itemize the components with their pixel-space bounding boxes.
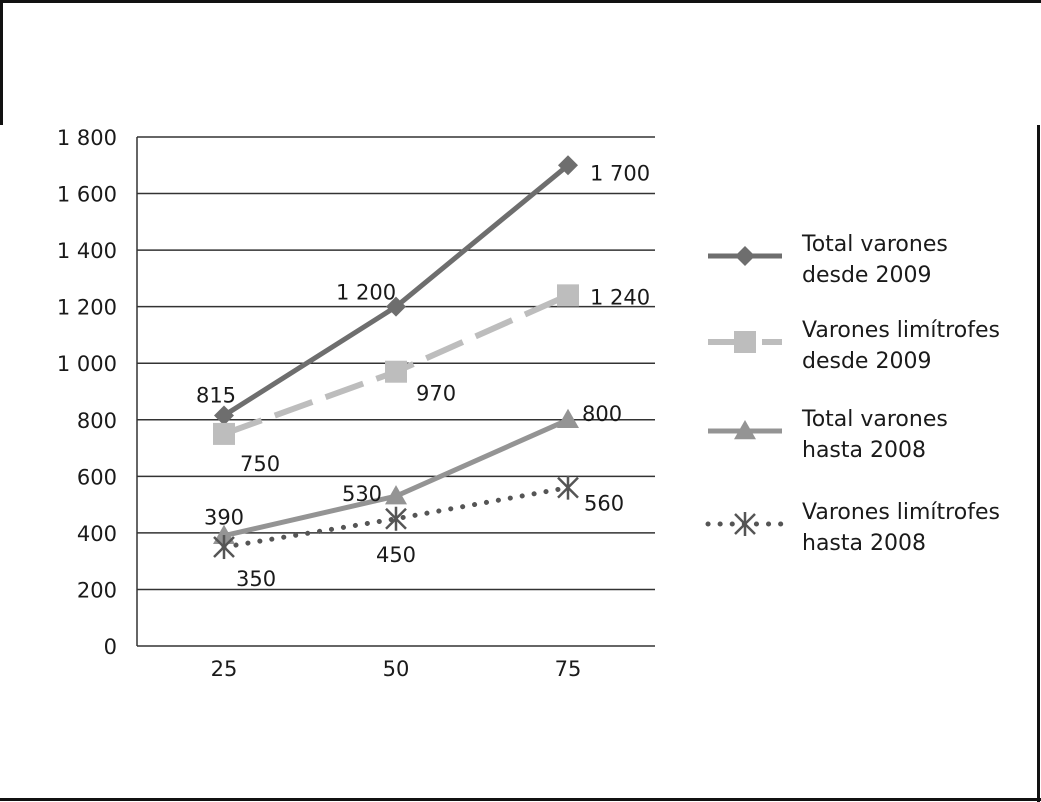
diamond-marker	[735, 246, 755, 266]
series-markers	[213, 155, 579, 560]
data-label: 390	[204, 506, 244, 530]
data-label: 560	[584, 492, 624, 516]
square-marker	[557, 284, 579, 307]
legend-entry-text: Total varones	[801, 232, 948, 257]
diamond-marker	[558, 155, 578, 176]
x-tick-label: 75	[555, 657, 582, 681]
data-labels: 815 1 200 1 700 750 970 1 240 390 530 800 350 450 5…	[196, 161, 650, 591]
legend-entry-text: desde 2009	[802, 263, 931, 288]
legend-entry-text: desde 2009	[802, 349, 931, 374]
legend-entry-text: Varones limítrofes	[802, 318, 1000, 343]
y-tick-label: 0	[104, 635, 117, 659]
square-marker	[734, 331, 756, 353]
triangle-marker	[734, 420, 756, 440]
diamond-marker	[386, 296, 406, 317]
legend-entry-text: Total varones	[801, 407, 948, 432]
square-marker	[385, 360, 407, 383]
data-label: 1 200	[336, 281, 396, 305]
data-label: 1 240	[590, 285, 650, 309]
data-label: 450	[376, 543, 416, 567]
data-label: 750	[240, 452, 280, 476]
data-label: 970	[416, 382, 456, 406]
square-marker	[213, 422, 235, 445]
y-tick-label: 600	[77, 465, 117, 489]
axes	[136, 137, 655, 647]
y-tick-label: 200	[77, 578, 117, 602]
triangle-marker	[557, 408, 579, 429]
y-tick-label: 1 800	[57, 126, 117, 150]
triangle-marker	[213, 524, 235, 544]
star-marker	[557, 475, 579, 500]
y-tick-label: 1 400	[57, 239, 117, 263]
star-marker	[385, 506, 407, 531]
y-tick-label: 1 600	[57, 183, 117, 207]
y-tick-label: 800	[77, 409, 117, 433]
star-marker	[213, 535, 235, 560]
triangle-marker	[385, 485, 407, 505]
legend-entry-text: hasta 2008	[802, 531, 926, 556]
series-line	[221, 485, 571, 550]
legend-entry-text: hasta 2008	[802, 438, 926, 463]
x-tick-label: 50	[383, 657, 410, 681]
data-label: 1 700	[590, 161, 650, 185]
data-label: 530	[342, 482, 382, 506]
x-tick-label: 25	[211, 657, 238, 681]
data-label: 350	[236, 567, 276, 591]
y-axis-tick-labels: 0 200 400 600 800 1 000 1 200 1 400 1 600 1 800	[57, 126, 117, 659]
star-marker	[734, 512, 756, 536]
y-tick-label: 1 000	[57, 352, 117, 376]
y-tick-label: 1 200	[57, 296, 117, 320]
legend: Total varones desde 2009 Varones limítrofe…	[705, 232, 1000, 556]
diamond-marker	[214, 405, 234, 426]
data-label: 800	[582, 402, 622, 426]
data-label: 815	[196, 384, 236, 408]
x-axis-tick-labels: 25 50 75	[211, 657, 582, 681]
y-tick-label: 400	[77, 522, 117, 546]
legend-entry-text: Varones limítrofes	[802, 500, 1000, 525]
